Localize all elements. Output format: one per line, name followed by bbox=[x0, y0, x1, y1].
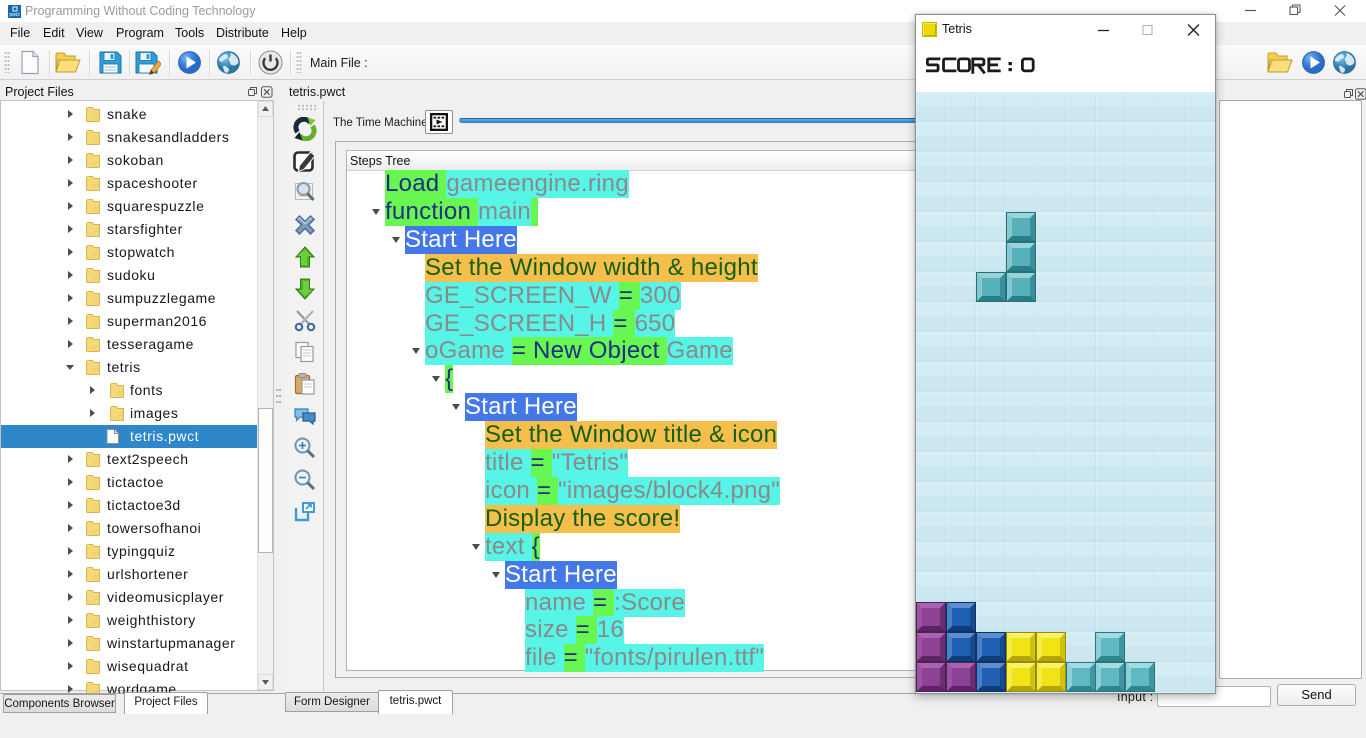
svg-text:pwct: pwct bbox=[9, 12, 20, 18]
